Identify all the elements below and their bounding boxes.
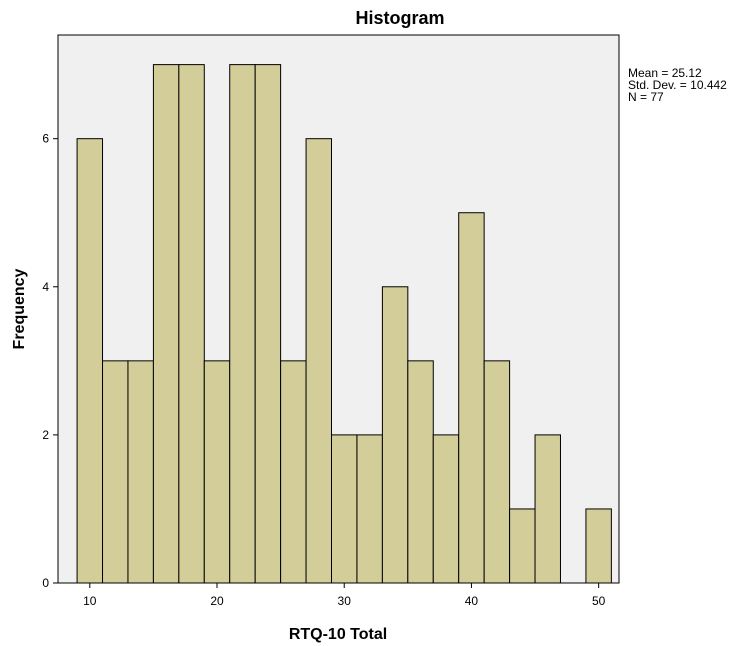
histogram-bar (203, 360, 231, 584)
histogram-bar (356, 434, 383, 584)
bars-group (76, 64, 612, 584)
stat-line: Std. Dev. = 10.442 (628, 78, 727, 92)
stat-line: Mean = 25.12 (628, 66, 702, 80)
y-tick-label: 6 (42, 132, 49, 146)
y-tick-label: 4 (42, 280, 49, 294)
y-tick-label: 0 (42, 576, 49, 590)
x-tick-label: 30 (338, 594, 352, 608)
histogram-bar (381, 286, 409, 584)
histogram-bar (407, 360, 434, 584)
y-axis: 0 2 4 6 (42, 132, 58, 590)
x-axis-label: RTQ-10 Total (289, 626, 387, 643)
histogram-bar (178, 64, 205, 584)
histogram-bar (305, 138, 332, 584)
histogram-bar (432, 434, 460, 584)
x-tick-label: 40 (465, 594, 479, 608)
x-tick-label: 50 (592, 594, 606, 608)
histogram-bar (76, 138, 104, 584)
y-axis-label: Frequency (11, 268, 28, 349)
y-tick-label: 2 (42, 428, 49, 442)
histogram-bar (280, 360, 307, 584)
histogram-bar (585, 508, 612, 584)
histogram-bar (458, 212, 485, 584)
histogram-bar (127, 360, 154, 584)
histogram-bar (483, 360, 511, 584)
chart-title: Histogram (355, 8, 444, 28)
histogram-bar (152, 64, 180, 584)
histogram-bar (229, 64, 256, 584)
histogram-bar (254, 64, 282, 584)
histogram-bar (102, 360, 129, 584)
histogram-bar (534, 434, 561, 584)
stat-line: N = 77 (628, 90, 664, 104)
x-tick-label: 20 (210, 594, 224, 608)
x-tick-label: 10 (83, 594, 97, 608)
histogram-bar (509, 508, 536, 584)
x-axis: 10 20 30 40 50 (83, 583, 606, 608)
histogram-bar (331, 434, 358, 584)
